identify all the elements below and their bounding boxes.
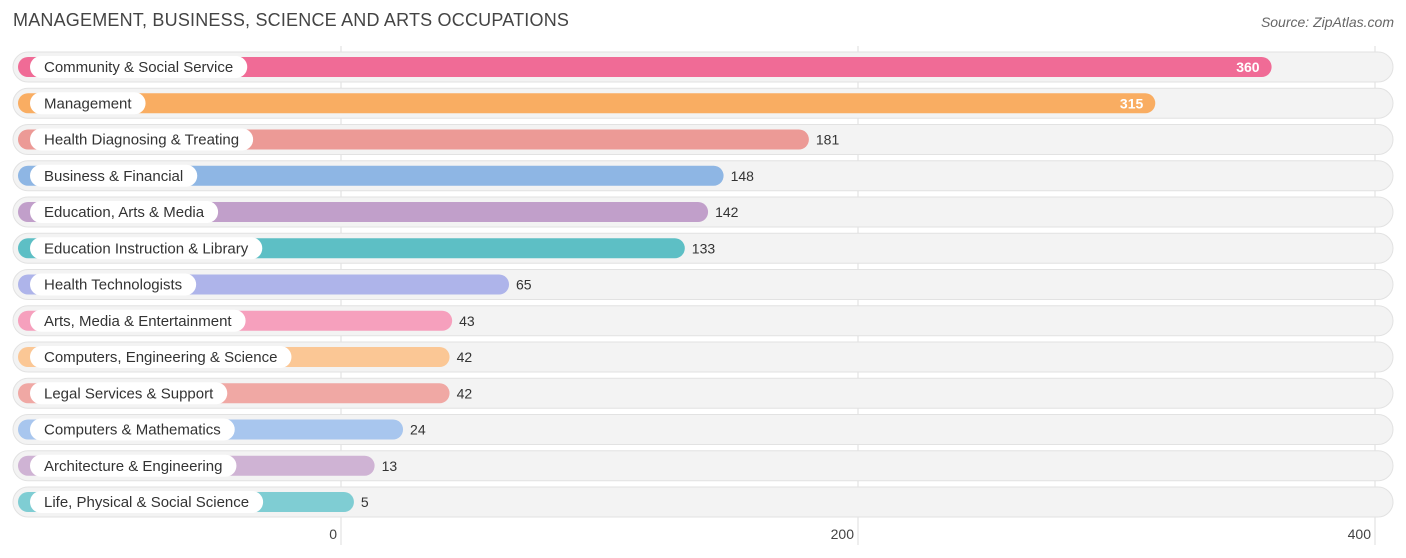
category-label-bg	[30, 418, 235, 441]
bar-row: Education, Arts & Media 142	[12, 196, 1394, 228]
data-label: 142	[715, 204, 739, 220]
bar	[18, 57, 1272, 77]
data-label: 148	[731, 168, 755, 184]
bar-row: Management 315	[12, 87, 1394, 119]
data-label: 42	[457, 349, 473, 365]
category-label-bg	[30, 56, 248, 78]
bar-row: Computers & Mathematics 24	[12, 414, 1394, 445]
category-label: Health Technologists	[44, 277, 182, 294]
data-label: 43	[459, 313, 475, 329]
category-label-bg	[30, 128, 254, 151]
data-label: 133	[692, 240, 716, 256]
category-label-bg	[30, 382, 228, 405]
category-label-bg	[30, 92, 146, 115]
category-label: Architecture & Engineering	[44, 458, 222, 475]
data-label: 13	[382, 458, 398, 474]
category-label: Computers & Mathematics	[44, 422, 221, 439]
x-tick-label: 0	[329, 526, 337, 542]
data-label: 65	[516, 277, 532, 293]
data-label: 360	[1236, 59, 1260, 75]
data-label: 5	[361, 494, 369, 510]
data-label: 181	[816, 132, 840, 148]
category-label-bg	[30, 273, 197, 296]
category-label-bg	[30, 309, 246, 332]
category-label: Legal Services & Support	[44, 385, 214, 402]
category-label-bg	[30, 164, 198, 187]
data-label: 315	[1120, 95, 1144, 111]
category-label: Arts, Media & Entertainment	[44, 313, 232, 330]
category-label: Life, Physical & Social Science	[44, 494, 249, 511]
category-label-bg	[30, 491, 264, 513]
category-label-bg	[30, 201, 219, 223]
category-label: Education, Arts & Media	[44, 204, 205, 221]
bar-row: Community & Social Service 360	[12, 51, 1394, 83]
category-label: Education Instruction & Library	[44, 240, 249, 257]
bar-row: Computers, Engineering & Science 42	[12, 341, 1394, 373]
bar-row: Architecture & Engineering 13	[12, 450, 1394, 482]
category-label-bg	[30, 237, 263, 260]
bar-row: Legal Services & Support 42	[12, 377, 1394, 409]
data-label: 42	[457, 385, 473, 401]
category-label-bg	[30, 346, 292, 368]
bar-row: Education Instruction & Library 133	[12, 232, 1394, 264]
category-label: Management	[44, 95, 132, 112]
x-tick-label: 200	[831, 526, 855, 542]
chart-source: Source: ZipAtlas.com	[1260, 14, 1394, 30]
x-axis: 0 200 400	[329, 526, 1371, 542]
category-label: Community & Social Service	[44, 59, 233, 76]
bar-row: Business & Financial 148	[12, 160, 1394, 192]
data-label: 24	[410, 422, 426, 438]
category-label: Health Diagnosing & Treating	[44, 132, 239, 149]
bar	[18, 93, 1156, 114]
bar-row: Health Diagnosing & Treating 181	[12, 124, 1394, 155]
category-label: Business & Financial	[44, 168, 183, 185]
bar-row: Arts, Media & Entertainment 43	[12, 305, 1394, 337]
bar-rows: Community & Social Service 360 Management 3…	[12, 51, 1394, 518]
x-tick-label: 400	[1348, 526, 1372, 542]
bar-track	[12, 486, 1394, 518]
bar-row: Health Technologists 65	[12, 269, 1394, 300]
category-label-bg	[30, 454, 237, 477]
chart-title: MANAGEMENT, BUSINESS, SCIENCE AND ARTS O…	[13, 10, 570, 30]
category-label: Computers, Engineering & Science	[44, 349, 277, 366]
bar-row: Life, Physical & Social Science 5	[12, 486, 1394, 518]
